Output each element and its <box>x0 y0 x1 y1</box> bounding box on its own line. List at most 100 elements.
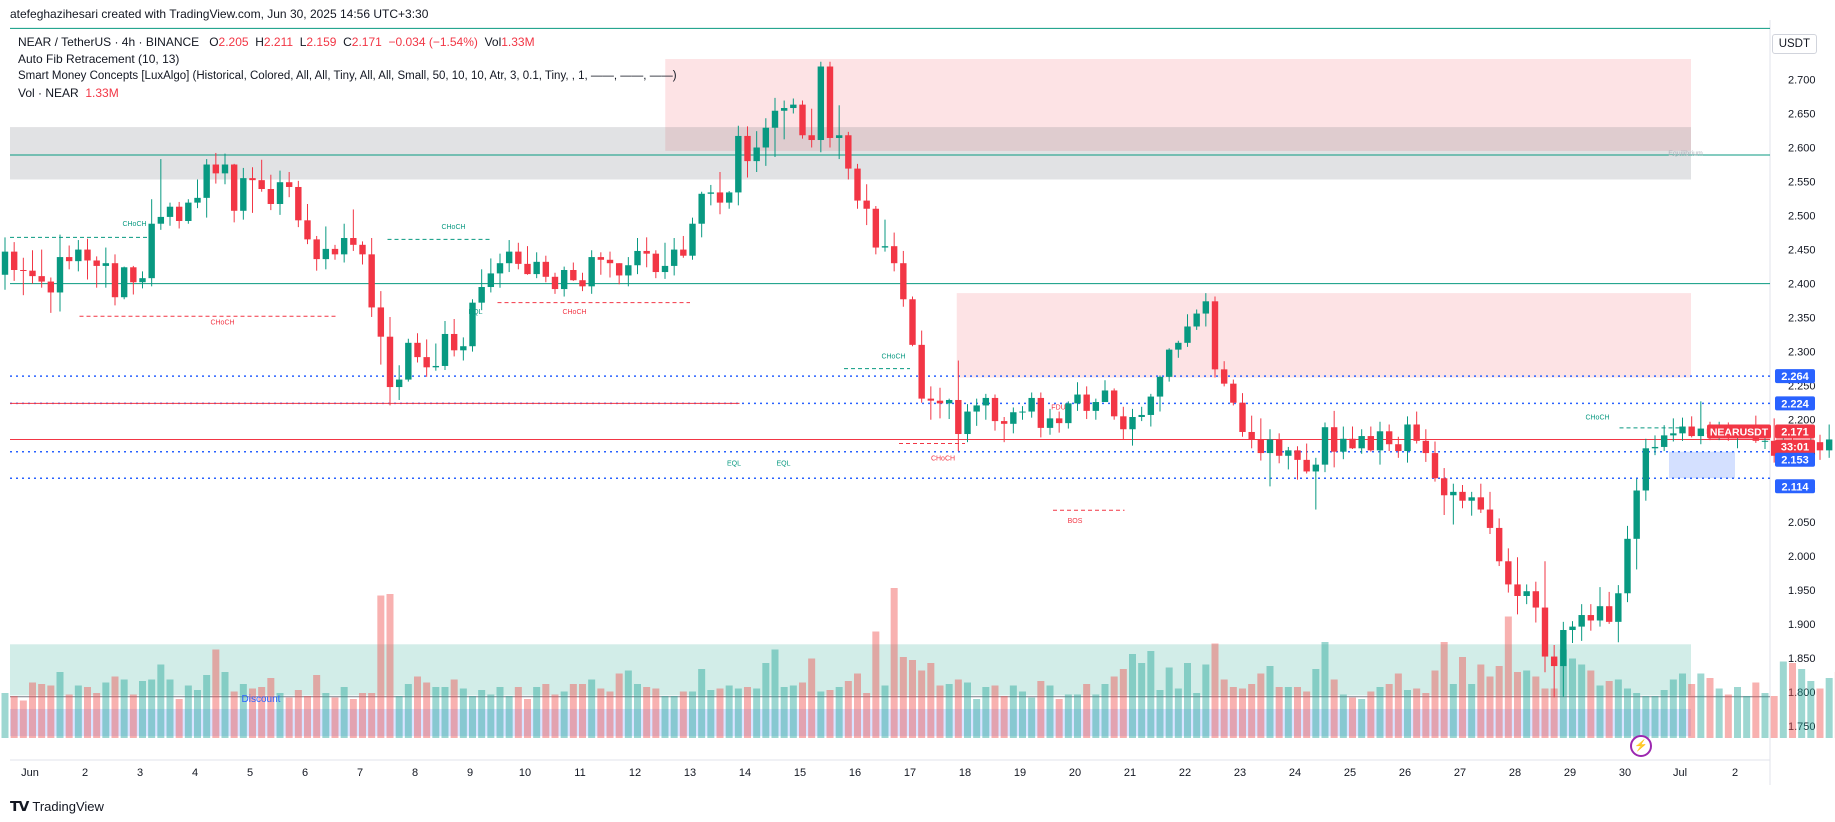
candle-body[interactable] <box>285 182 293 187</box>
candle-body[interactable] <box>643 250 650 254</box>
candle-body[interactable] <box>221 164 229 174</box>
candle-body[interactable] <box>148 223 155 279</box>
candle-body[interactable] <box>1670 433 1677 436</box>
candle-body[interactable] <box>1477 497 1485 510</box>
candle-body[interactable] <box>1422 440 1430 454</box>
candle-body[interactable] <box>441 333 449 366</box>
symbol-title[interactable]: NEAR / TetherUS · 4h · BINANCE <box>18 35 200 49</box>
candle-body[interactable] <box>1330 427 1338 452</box>
candle-body[interactable] <box>680 249 687 256</box>
candle-body[interactable] <box>817 66 825 141</box>
candle-body[interactable] <box>964 411 971 435</box>
candle-body[interactable] <box>570 270 577 281</box>
candle-body[interactable] <box>240 178 247 211</box>
candle-body[interactable] <box>615 263 623 276</box>
candle-body[interactable] <box>322 248 330 260</box>
candle-body[interactable] <box>1120 416 1127 430</box>
candle-body[interactable] <box>130 267 137 283</box>
candle-body[interactable] <box>1633 490 1640 539</box>
candle-body[interactable] <box>1587 615 1595 621</box>
candle-body[interactable] <box>1220 369 1228 384</box>
candle-body[interactable] <box>93 260 100 266</box>
candle-body[interactable] <box>854 168 861 201</box>
candle-body[interactable] <box>625 265 632 276</box>
candle-body[interactable] <box>1605 606 1613 622</box>
candle-body[interactable] <box>1340 438 1347 452</box>
candle-body[interactable] <box>524 263 531 275</box>
candle-body[interactable] <box>835 135 843 138</box>
candle-body[interactable] <box>698 193 705 224</box>
candle-body[interactable] <box>1642 448 1650 491</box>
candle-body[interactable] <box>47 281 55 293</box>
candle-body[interactable] <box>1660 435 1668 447</box>
candle-body[interactable] <box>1385 431 1393 445</box>
candle-body[interactable] <box>597 257 605 260</box>
candle-body[interactable] <box>1578 615 1585 627</box>
candle-body[interactable] <box>762 127 770 148</box>
candle-body[interactable] <box>1523 591 1530 596</box>
candle-body[interactable] <box>551 276 559 290</box>
candle-body[interactable] <box>1440 478 1448 496</box>
candle-body[interactable] <box>304 220 311 240</box>
candle-body[interactable] <box>295 186 302 221</box>
candle-body[interactable] <box>1431 453 1439 479</box>
candle-body[interactable] <box>771 110 779 128</box>
candle-body[interactable] <box>350 238 357 245</box>
indicator-smc[interactable]: Smart Money Concepts [LuxAlgo] (Historic… <box>18 70 677 82</box>
candle-body[interactable] <box>872 208 880 248</box>
candle-body[interactable] <box>579 280 586 287</box>
candle-body[interactable] <box>845 135 852 169</box>
candle-body[interactable] <box>588 257 595 287</box>
candle-body[interactable] <box>1532 591 1540 608</box>
candle-body[interactable] <box>606 259 614 264</box>
candle-body[interactable] <box>918 344 925 399</box>
candle-body[interactable] <box>1083 394 1090 411</box>
candle-body[interactable] <box>1486 509 1494 528</box>
candle-body[interactable] <box>735 135 742 193</box>
lightning-icon[interactable]: ⚡ <box>1630 735 1652 757</box>
candle-body[interactable] <box>267 189 275 204</box>
candle-body[interactable] <box>1028 397 1035 412</box>
candle-body[interactable] <box>1092 402 1100 411</box>
candle-body[interactable] <box>460 346 467 351</box>
candle-body[interactable] <box>1285 450 1292 456</box>
candle-body[interactable] <box>1248 431 1255 440</box>
candle-body[interactable] <box>38 276 45 282</box>
candle-body[interactable] <box>1624 538 1631 594</box>
candle-body[interactable] <box>1349 438 1356 449</box>
candle-body[interactable] <box>1459 491 1466 501</box>
candle-body[interactable] <box>203 164 210 198</box>
candle-body[interactable] <box>56 257 64 293</box>
candle-body[interactable] <box>1202 301 1210 314</box>
indicator-volume[interactable]: Vol · NEAR 1.33M <box>18 85 677 102</box>
currency-button[interactable]: USDT <box>1771 34 1817 54</box>
candle-body[interactable] <box>386 336 394 388</box>
candle-body[interactable] <box>249 178 256 181</box>
candle-body[interactable] <box>414 342 421 358</box>
indicator-fib[interactable]: Auto Fib Retracement (10, 13) <box>18 52 180 66</box>
candle-body[interactable] <box>973 405 980 412</box>
candle-body[interactable] <box>1825 439 1833 451</box>
candle-body[interactable] <box>945 399 953 404</box>
candle-body[interactable] <box>450 333 458 351</box>
candle-body[interactable] <box>1 251 9 275</box>
candle-body[interactable] <box>395 379 403 388</box>
candle-body[interactable] <box>359 244 366 255</box>
candle-body[interactable] <box>496 263 504 274</box>
candle-body[interactable] <box>1211 301 1219 370</box>
price-axis[interactable] <box>1775 0 1835 822</box>
candle-body[interactable] <box>1303 459 1310 472</box>
candle-body[interactable] <box>1450 491 1457 496</box>
candle-body[interactable] <box>542 261 550 277</box>
candle-body[interactable] <box>808 135 815 141</box>
candle-body[interactable] <box>313 239 320 260</box>
candle-body[interactable] <box>1129 417 1136 430</box>
candle-body[interactable] <box>661 265 669 273</box>
candle-body[interactable] <box>1230 383 1237 403</box>
candle-body[interactable] <box>744 135 751 162</box>
candle-body[interactable] <box>670 249 678 266</box>
symbol-ohlc-row[interactable]: NEAR / TetherUS · 4h · BINANCE O2.205 H2… <box>18 34 677 51</box>
candle-body[interactable] <box>1193 313 1200 327</box>
candle-body[interactable] <box>1569 626 1576 631</box>
candle-body[interactable] <box>1651 446 1659 449</box>
